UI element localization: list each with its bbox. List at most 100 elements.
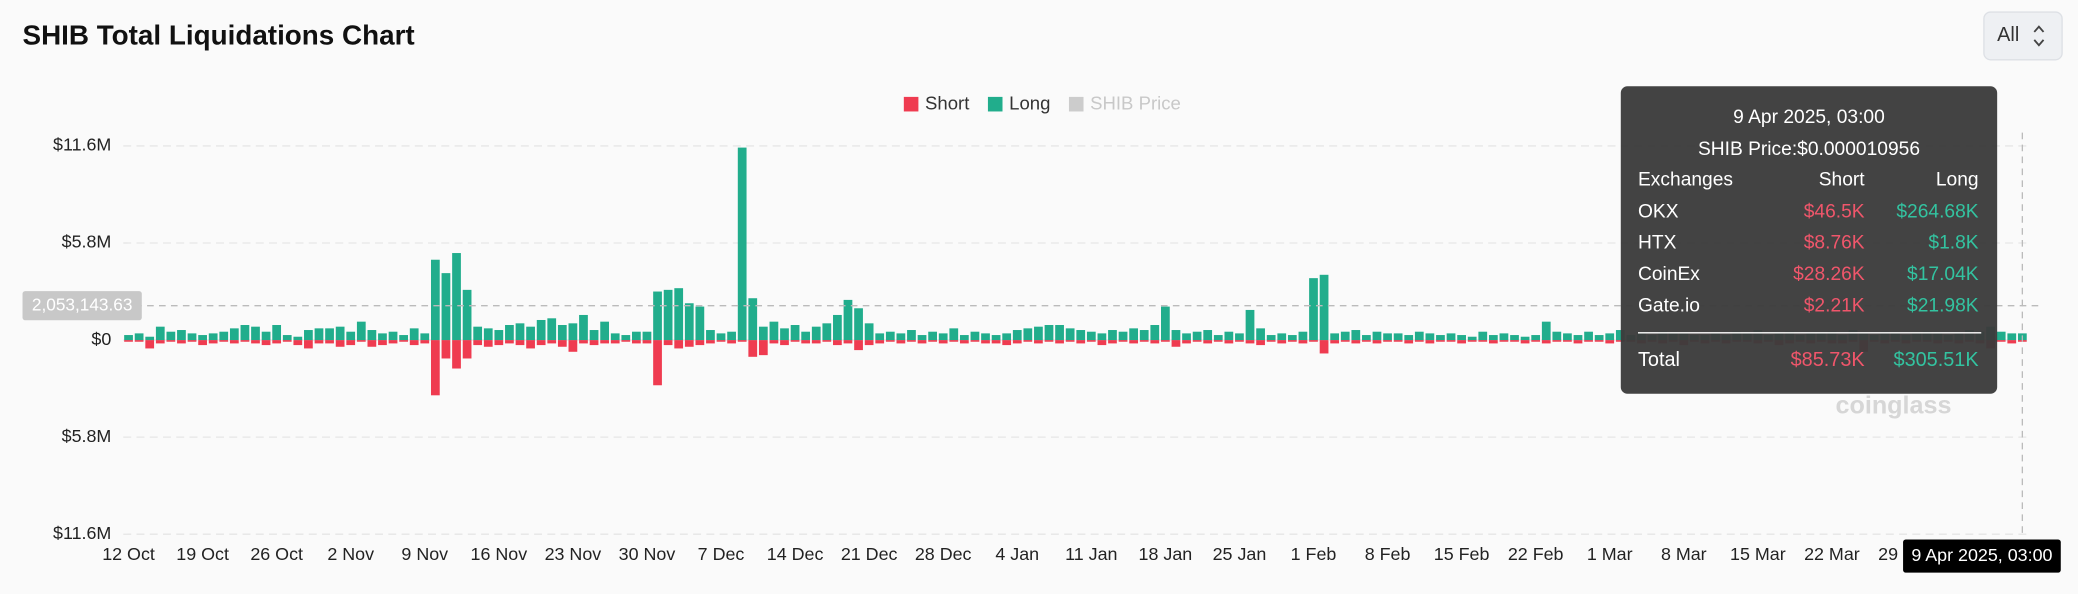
bar	[282, 340, 292, 342]
bar	[314, 340, 324, 344]
bar	[928, 331, 937, 341]
bar	[526, 340, 535, 349]
bar	[695, 340, 705, 346]
y-tick-label: $5.8M	[62, 232, 112, 252]
bar	[1393, 333, 1403, 341]
bar	[1002, 333, 1012, 341]
bar	[1192, 331, 1202, 341]
bar	[1002, 340, 1012, 346]
bar	[970, 340, 980, 342]
legend-item[interactable]: SHIB Price	[1068, 93, 1181, 114]
x-tick-label: 16 Nov	[471, 544, 528, 564]
bar	[505, 325, 514, 341]
bar	[388, 340, 398, 344]
bar	[1340, 340, 1350, 342]
bar	[367, 330, 377, 341]
bar	[282, 335, 292, 341]
bar	[1266, 340, 1276, 342]
bar	[949, 328, 959, 341]
x-tick-label: 12 Oct	[102, 544, 155, 564]
bar	[293, 340, 303, 346]
bar	[1319, 274, 1329, 341]
range-button[interactable]: All	[1983, 11, 2063, 61]
bar	[219, 340, 229, 342]
bar	[1023, 340, 1033, 342]
bar	[600, 321, 610, 341]
tooltip-cell: CoinEx	[1638, 264, 1700, 285]
bar	[198, 340, 207, 346]
legend-item[interactable]: Long	[987, 93, 1050, 114]
bar	[1309, 278, 1318, 341]
bar	[1330, 340, 1340, 344]
bar	[1457, 340, 1466, 344]
bar	[515, 323, 525, 341]
range-button-icon	[2033, 25, 2045, 47]
y-tick-label: $11.6M	[53, 523, 111, 543]
bar	[1541, 340, 1551, 344]
bar	[1383, 333, 1392, 341]
bar	[240, 325, 250, 341]
bar	[187, 333, 197, 341]
bar	[452, 340, 461, 369]
tooltip-cell: $8.76K	[1804, 233, 1865, 254]
bar	[864, 340, 874, 346]
bar	[896, 340, 906, 344]
bar	[1605, 340, 1615, 344]
bar	[959, 340, 969, 344]
bar	[420, 340, 430, 344]
bar	[589, 330, 599, 341]
tooltip-header: Long	[1936, 169, 1979, 190]
bar	[483, 340, 493, 347]
y-tick-label: $0	[91, 329, 111, 349]
legend-swatch[interactable]	[903, 96, 919, 112]
bar	[261, 331, 271, 341]
legend-label[interactable]: Long	[1009, 93, 1050, 114]
legend-item[interactable]: Short	[903, 93, 970, 114]
bar	[1615, 330, 1625, 341]
bar	[727, 340, 736, 344]
bar	[1573, 335, 1583, 341]
legend-label[interactable]: SHIB Price	[1090, 93, 1181, 114]
bar	[335, 340, 345, 347]
bar	[907, 340, 916, 342]
crosshair: 2,053,143.63	[22, 132, 2039, 535]
bar	[706, 340, 715, 344]
bar	[748, 340, 758, 357]
tooltip-price: SHIB Price:$0.000010956	[1698, 139, 1920, 160]
bar	[462, 340, 472, 359]
bar	[621, 340, 631, 342]
x-tick-label: 26 Oct	[250, 544, 303, 564]
bar	[1055, 325, 1064, 341]
bar	[1362, 340, 1371, 342]
bar	[1467, 336, 1477, 341]
y-tick-label: $5.8M	[62, 426, 112, 446]
bar	[1192, 340, 1202, 342]
bar	[145, 340, 155, 349]
bar	[1446, 340, 1456, 342]
bar	[198, 335, 207, 341]
bar	[1594, 335, 1604, 341]
bar	[430, 259, 440, 341]
bar	[177, 330, 186, 341]
legend: Short Long SHIB Price	[903, 93, 1181, 114]
bar	[494, 340, 504, 346]
legend-swatch[interactable]	[1068, 96, 1084, 112]
bar	[695, 306, 705, 341]
bar	[314, 328, 324, 341]
bar	[2007, 340, 2017, 344]
bar	[335, 326, 345, 341]
bar	[1478, 340, 1488, 342]
bar	[811, 326, 821, 341]
bar	[430, 340, 440, 396]
bar	[1594, 340, 1604, 342]
range-button-label[interactable]: All	[1997, 24, 2019, 46]
legend-label[interactable]: Short	[925, 93, 970, 114]
bar	[1139, 330, 1149, 341]
bar	[1287, 335, 1297, 341]
bar	[1309, 340, 1318, 342]
legend-swatch[interactable]	[987, 96, 1003, 112]
bar	[1425, 333, 1435, 341]
tooltip-cell: HTX	[1638, 233, 1677, 254]
range-button-box[interactable]	[1983, 11, 2063, 61]
bar	[579, 314, 588, 341]
